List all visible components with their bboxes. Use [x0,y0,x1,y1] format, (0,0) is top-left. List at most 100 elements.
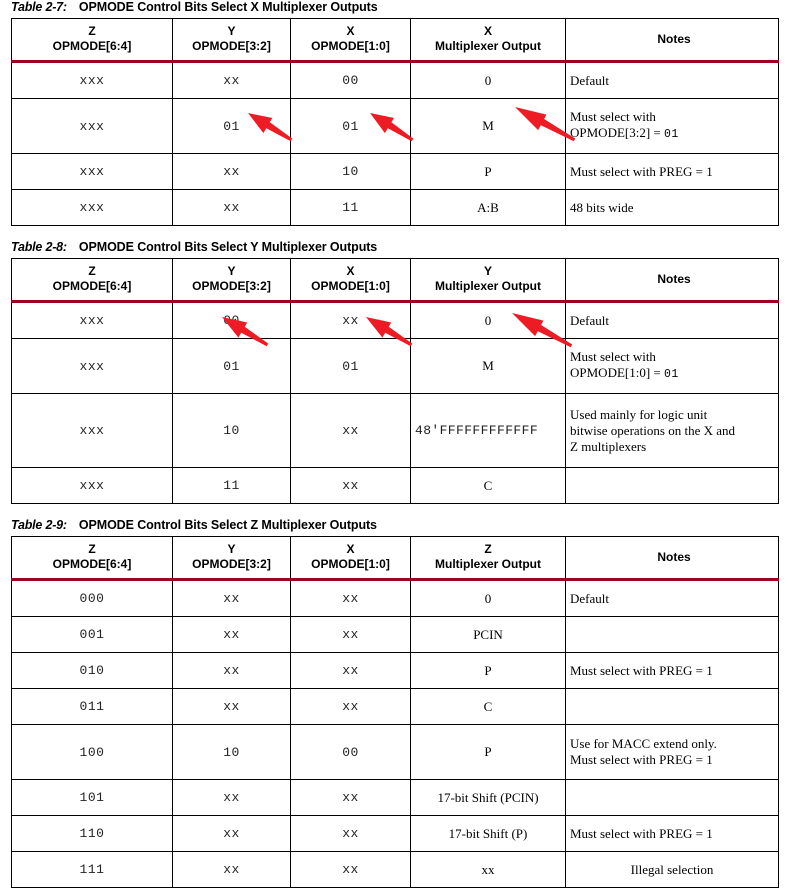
cell-x: xx [290,579,411,617]
cell-x: xx [290,301,411,339]
cell-y: 10 [172,724,291,780]
cell-z: xxx [11,61,173,99]
cell-x: 11 [290,189,411,226]
cell-output: M [410,338,566,394]
notes-line1: Must select with [570,349,656,364]
col-header-x-line1: X [346,264,355,278]
cell-x: xx [290,851,411,888]
cell-y: xx [172,616,291,653]
col-header-output-line2: Multiplexer Output [435,39,541,53]
table-header-row: Z OPMODE[6:4] Y OPMODE[3:2] X OPMODE[1:0… [11,18,779,63]
col-header-z: Z OPMODE[6:4] [11,18,173,63]
cell-x: xx [290,393,411,468]
notes-line1: Must select with [570,109,656,124]
cell-y: 00 [172,301,291,339]
cell-notes [565,688,779,725]
cell-notes: Use for MACC extend only. Must select wi… [565,724,779,780]
col-header-output: X Multiplexer Output [410,18,566,63]
cell-notes [565,467,779,504]
col-header-z-line2: OPMODE[6:4] [52,279,132,293]
col-header-notes: Notes [565,258,779,303]
cell-z: xxx [11,189,173,226]
col-header-y: Y OPMODE[3:2] [172,258,291,303]
table-header-row: Z OPMODE[6:4] Y OPMODE[3:2] X OPMODE[1:0… [11,258,779,303]
cell-x: xx [290,616,411,653]
col-header-output-line2: Multiplexer Output [435,279,541,293]
notes-line1: Illegal selection [630,861,714,877]
cell-output: 17-bit Shift (P) [410,815,566,852]
table-row: 000 xx xx 0 Default [11,579,779,617]
col-header-z: Z OPMODE[6:4] [11,536,173,581]
cell-y: 10 [172,393,291,468]
cell-y: xx [172,61,291,99]
cell-z: xxx [11,153,173,190]
cell-z: 110 [11,815,173,852]
cell-x: 00 [290,61,411,99]
cell-notes: Must select with OPMODE[3:2] = 01 [565,98,779,154]
cell-z: xxx [11,393,173,468]
table-caption-2-9: Table 2-9: OPMODE Control Bits Select Z M… [0,518,789,532]
cell-x: 01 [290,338,411,394]
col-header-output-line1: Y [483,264,492,278]
notes-line1: 48 bits wide [570,199,634,215]
col-header-y-line1: Y [227,264,236,278]
col-header-output-line1: X [483,24,492,38]
cell-x: xx [290,779,411,816]
col-header-output-line1: Z [484,542,492,556]
cell-output: xx [410,851,566,888]
table-header-row: Z OPMODE[6:4] Y OPMODE[3:2] X OPMODE[1:0… [11,536,779,581]
table-block-2-7: Table 2-7: OPMODE Control Bits Select X M… [0,0,789,226]
col-header-y-line2: OPMODE[3:2] [192,39,271,53]
table-caption-title: OPMODE Control Bits Select Z Multiplexer… [78,518,377,532]
table-row: 101 xx xx 17-bit Shift (PCIN) [11,779,779,816]
cell-output: P [410,652,566,689]
cell-notes: 48 bits wide [565,189,779,226]
col-header-z-line2: OPMODE[6:4] [52,557,132,571]
col-header-x-line2: OPMODE[1:0] [311,39,390,53]
cell-z: 000 [11,579,173,617]
table-row: 010 xx xx P Must select with PREG = 1 [11,652,779,689]
col-header-y-line1: Y [227,542,236,556]
cell-output: C [410,688,566,725]
cell-notes: Default [565,301,779,339]
cell-z: 011 [11,688,173,725]
notes-line2: OPMODE[3:2] = [570,125,664,140]
cell-y: xx [172,189,291,226]
table-row: 110 xx xx 17-bit Shift (P) Must select w… [11,815,779,852]
notes-line1: Must select with PREG = 1 [570,163,713,179]
cell-output: PCIN [410,616,566,653]
table-row: xxx xx 10 P Must select with PREG = 1 [11,153,779,190]
table-2-9: Z OPMODE[6:4] Y OPMODE[3:2] X OPMODE[1:0… [11,536,779,888]
table-row: 100 10 00 P Use for MACC extend only. Mu… [11,724,779,780]
col-header-y-line1: Y [227,24,236,38]
col-header-y-line2: OPMODE[3:2] [192,557,271,571]
cell-notes [565,779,779,816]
table-row: xxx 01 01 M Must select with OPMODE[1:0]… [11,338,779,394]
table-row: xxx 01 01 M Must select with OPMODE[3:2]… [11,98,779,154]
notes-line3: Z multiplexers [570,438,647,454]
cell-notes: Must select with OPMODE[1:0] = 01 [565,338,779,394]
cell-x: 00 [290,724,411,780]
col-header-z-line1: Z [88,264,96,278]
cell-output: P [410,724,566,780]
cell-y: 01 [172,98,291,154]
cell-x: 10 [290,153,411,190]
table-caption-number: Table 2-9: [11,518,67,532]
cell-y: xx [172,688,291,725]
cell-notes: Must select with PREG = 1 [565,815,779,852]
cell-z: 101 [11,779,173,816]
col-header-x: X OPMODE[1:0] [290,18,411,63]
cell-notes: Default [565,579,779,617]
cell-output: M [410,98,566,154]
cell-output: 48'FFFFFFFFFFFF [410,393,566,468]
table-caption-number: Table 2-7: [11,0,67,14]
cell-notes: Must select with PREG = 1 [565,153,779,190]
table-row: xxx xx 11 A:B 48 bits wide [11,189,779,226]
cell-x: xx [290,815,411,852]
table-caption-2-8: Table 2-8: OPMODE Control Bits Select Y M… [0,240,789,254]
cell-y: xx [172,815,291,852]
cell-z: xxx [11,98,173,154]
cell-z: 111 [11,851,173,888]
cell-x: xx [290,688,411,725]
